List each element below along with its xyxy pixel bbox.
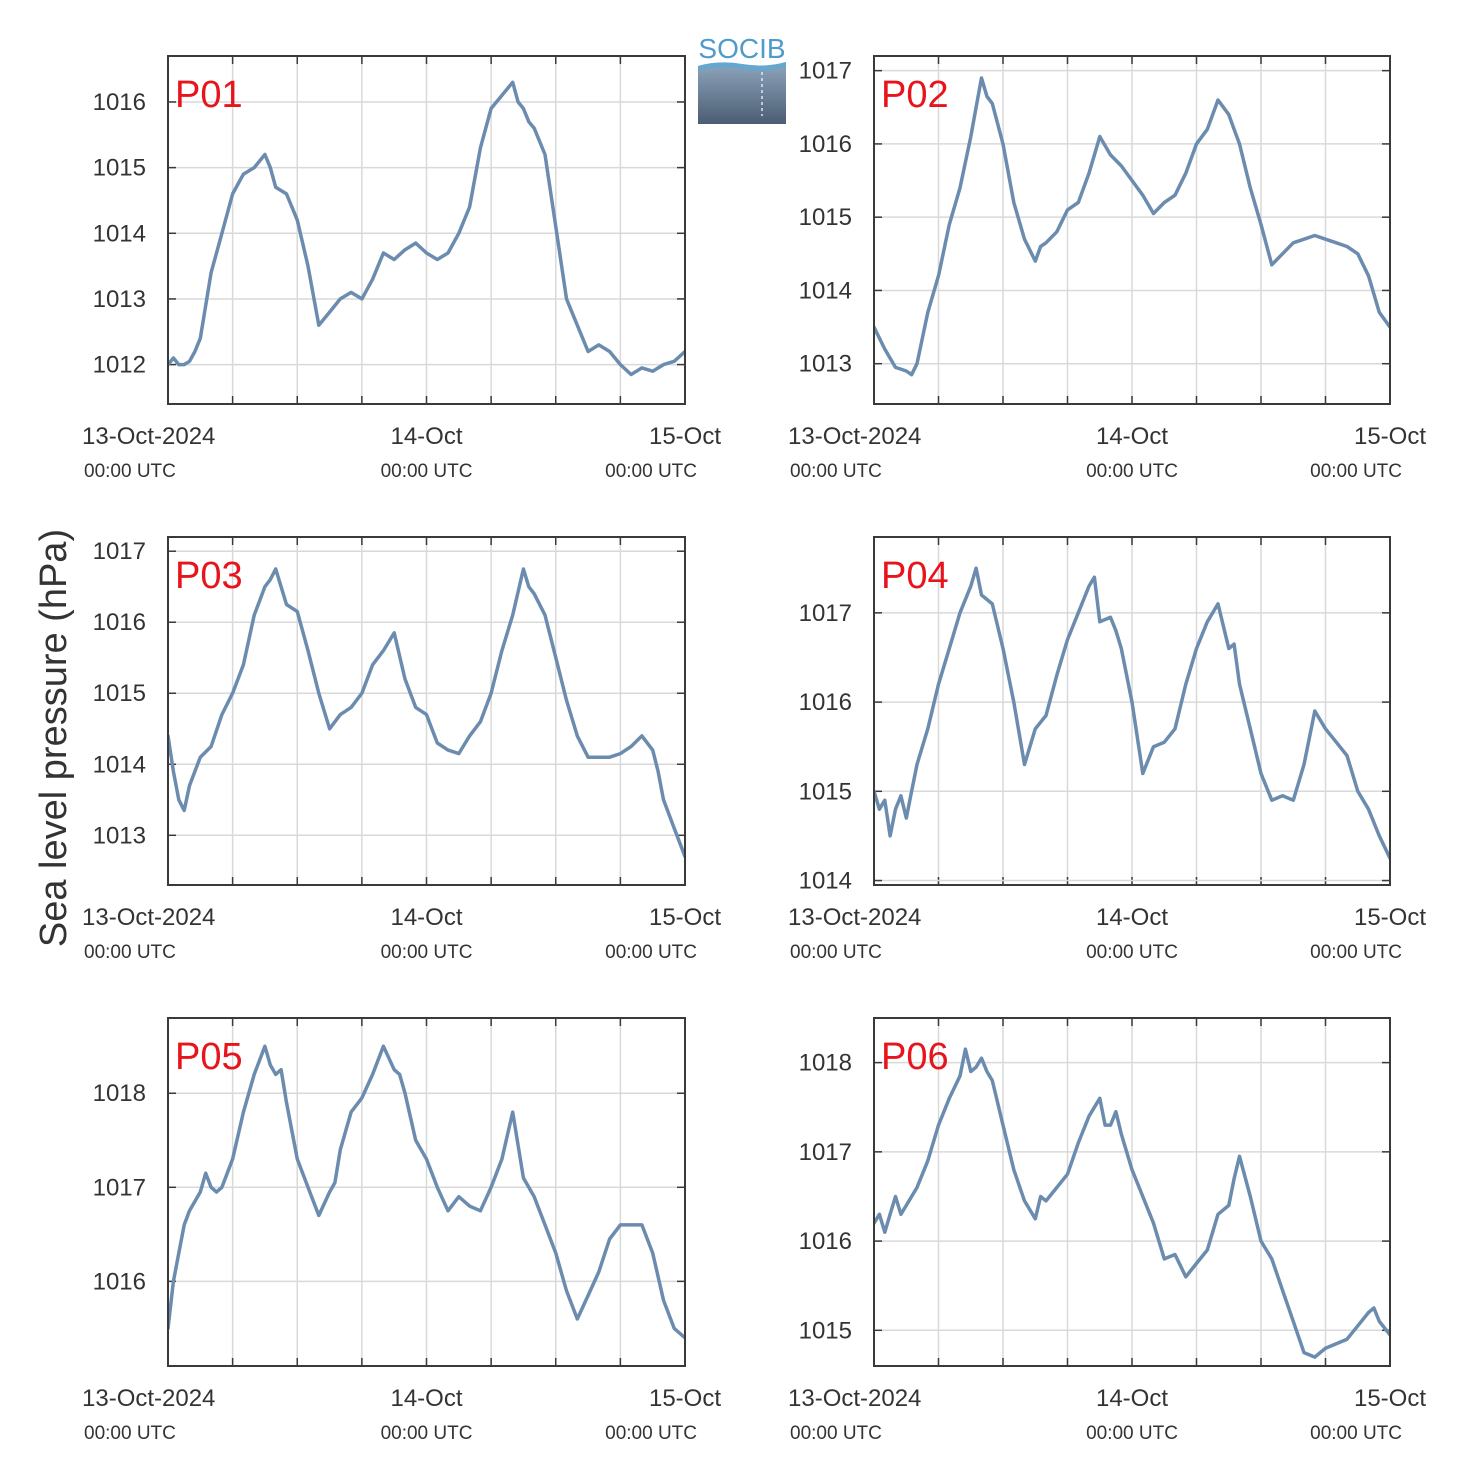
chart-panel-p02: 1013 1014 1015 1016 1017 P02 13-Oct-2024 00:00 …	[788, 55, 1426, 482]
x-tick-label: 13-Oct-2024	[788, 904, 921, 931]
y-tick-label: 1013	[93, 286, 146, 313]
chart-panel-p06: 1015 1016 1017 1018 P06 13-Oct-2024 00:00 UTC 1…	[788, 1017, 1426, 1444]
y-tick-label: 1014	[93, 751, 146, 778]
x-tick-sublabel: 00:00 UTC	[790, 942, 882, 963]
y-tick-label: 1015	[799, 778, 852, 805]
plot-frame	[167, 1017, 686, 1367]
series-line	[168, 1044, 685, 1340]
y-tick-label: 1017	[93, 538, 146, 565]
x-tick-label: 14-Oct	[1096, 904, 1168, 931]
x-tick-label: 14-Oct	[390, 904, 462, 931]
y-tick-label: 1015	[93, 680, 146, 707]
x-tick-sublabel: 00:00 UTC	[1310, 1423, 1402, 1444]
series-line	[874, 76, 1390, 377]
x-tick-label: 14-Oct	[390, 423, 462, 450]
x-tick-label: 15-Oct	[649, 423, 721, 450]
x-tick-label: 13-Oct-2024	[788, 423, 921, 450]
x-tick-sublabel: 00:00 UTC	[1310, 461, 1402, 482]
y-tick-label: 1015	[799, 1317, 852, 1344]
x-tick-sublabel: 00:00 UTC	[381, 461, 473, 482]
y-axis-label: Sea level pressure (hPa)	[33, 529, 75, 947]
panel-label: P04	[881, 555, 949, 597]
x-tick-sublabel: 00:00 UTC	[605, 461, 697, 482]
y-tick-label: 1013	[93, 822, 146, 849]
x-tick-label: 15-Oct	[649, 904, 721, 931]
x-tick-sublabel: 00:00 UTC	[790, 1423, 882, 1444]
socib-logo: SOCIB	[697, 33, 787, 124]
plot-frame	[873, 536, 1391, 886]
series-line	[168, 80, 685, 377]
socib-logo-text: SOCIB	[698, 34, 785, 64]
x-tick-label: 14-Oct	[1096, 1385, 1168, 1412]
x-tick-sublabel: 00:00 UTC	[790, 461, 882, 482]
y-tick-label: 1017	[799, 600, 852, 627]
plot-frame	[167, 536, 686, 886]
y-tick-label: 1018	[93, 1080, 146, 1107]
panel-label: P02	[881, 74, 949, 116]
plot-frame	[873, 55, 1391, 405]
x-tick-sublabel: 00:00 UTC	[381, 1423, 473, 1444]
x-tick-label: 15-Oct	[1354, 423, 1426, 450]
y-tick-label: 1016	[93, 1268, 146, 1295]
y-tick-label: 1016	[799, 131, 852, 158]
y-tick-label: 1016	[93, 609, 146, 636]
chart-panel-p03: 1013 1014 1015 1016 1017 P03 13-Oct-2024 00:00 …	[82, 536, 721, 963]
plot-frame	[873, 1017, 1391, 1367]
x-tick-sublabel: 00:00 UTC	[84, 1423, 176, 1444]
panel-label: P03	[175, 555, 243, 597]
x-tick-sublabel: 00:00 UTC	[1086, 942, 1178, 963]
x-tick-sublabel: 00:00 UTC	[1086, 461, 1178, 482]
x-tick-label: 13-Oct-2024	[82, 423, 215, 450]
x-tick-label: 15-Oct	[1354, 1385, 1426, 1412]
panel-label: P05	[175, 1036, 243, 1078]
x-tick-label: 14-Oct	[390, 1385, 462, 1412]
y-tick-label: 1012	[93, 352, 146, 379]
x-tick-sublabel: 00:00 UTC	[1310, 942, 1402, 963]
x-tick-label: 13-Oct-2024	[82, 1385, 215, 1412]
chart-panel-p05: 1016 1017 1018 P05 13-Oct-2024 00:00 UTC 14-Oc…	[82, 1017, 721, 1444]
panel-label: P01	[175, 74, 243, 116]
x-tick-sublabel: 00:00 UTC	[605, 1423, 697, 1444]
x-tick-label: 14-Oct	[1096, 423, 1168, 450]
panel-label: P06	[881, 1036, 949, 1078]
x-tick-label: 13-Oct-2024	[788, 1385, 921, 1412]
x-tick-sublabel: 00:00 UTC	[605, 942, 697, 963]
x-tick-label: 13-Oct-2024	[82, 904, 215, 931]
y-tick-label: 1014	[799, 277, 852, 304]
y-tick-label: 1016	[799, 689, 852, 716]
y-tick-label: 1015	[93, 155, 146, 182]
y-tick-label: 1017	[799, 58, 852, 85]
y-tick-label: 1018	[799, 1050, 852, 1077]
series-line	[874, 1047, 1390, 1359]
x-tick-sublabel: 00:00 UTC	[84, 942, 176, 963]
series-line	[874, 566, 1390, 860]
y-tick-label: 1014	[93, 220, 146, 247]
y-axis-label-container: Sea level pressure (hPa)	[0, 0, 100, 1474]
y-tick-label: 1016	[93, 89, 146, 116]
series-line	[168, 567, 685, 859]
x-tick-sublabel: 00:00 UTC	[84, 461, 176, 482]
x-tick-sublabel: 00:00 UTC	[381, 942, 473, 963]
chart-panel-p04: 1014 1015 1016 1017 P04 13-Oct-2024 00:00 UTC 1…	[788, 536, 1426, 963]
x-tick-sublabel: 00:00 UTC	[1086, 1423, 1178, 1444]
chart-panel-p01: 1012 1013 1014 1015 1016 P01 13-Oct-2024 00:00 …	[82, 55, 721, 482]
x-tick-label: 15-Oct	[1354, 904, 1426, 931]
y-tick-label: 1017	[799, 1139, 852, 1166]
y-tick-label: 1017	[93, 1174, 146, 1201]
y-tick-label: 1015	[799, 204, 852, 231]
y-tick-label: 1014	[799, 868, 852, 895]
plot-frame	[167, 55, 686, 405]
x-tick-label: 15-Oct	[649, 1385, 721, 1412]
y-tick-label: 1016	[799, 1228, 852, 1255]
y-tick-label: 1013	[799, 351, 852, 378]
